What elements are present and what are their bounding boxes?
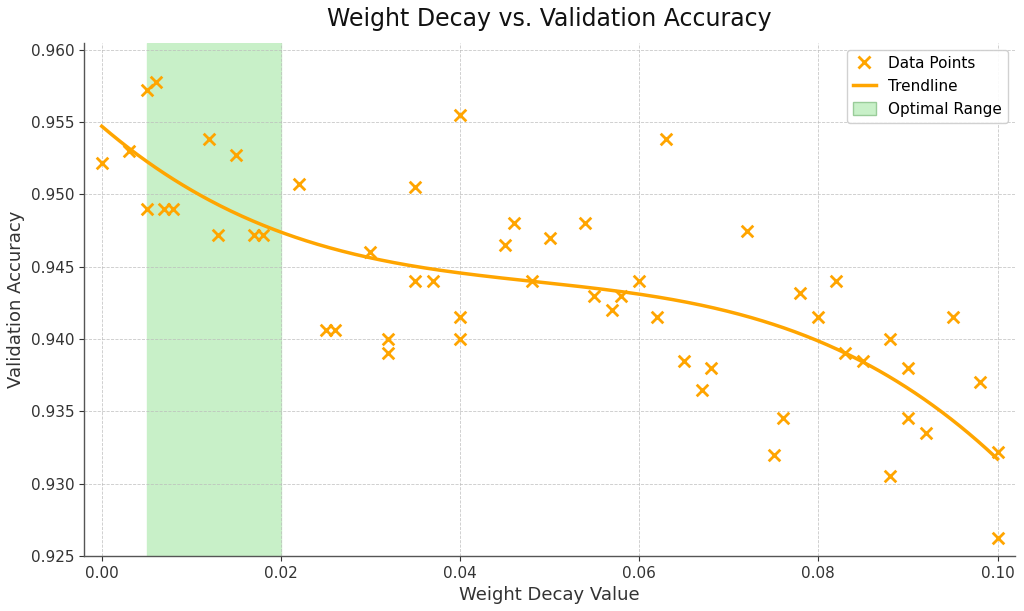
Trendline — [829, 345, 842, 353]
Line: Trendline: Trendline — [101, 126, 997, 459]
Data Points — [972, 378, 988, 387]
Data Points — [138, 86, 155, 95]
Data Points — [918, 428, 934, 438]
Data Points — [900, 363, 916, 373]
Data Points — [408, 182, 424, 192]
Trendline — [970, 436, 982, 443]
Data Points — [793, 288, 809, 298]
Data Points — [676, 356, 692, 365]
Data Points — [380, 334, 396, 344]
Trendline — [581, 284, 593, 291]
Data Points — [327, 326, 343, 335]
Data Points — [425, 276, 441, 286]
Trendline — [991, 455, 1004, 463]
Data Points — [989, 533, 1006, 543]
Data Points — [93, 158, 110, 167]
Data Points — [657, 134, 674, 144]
Bar — [146, 43, 281, 556]
Trendline — [95, 123, 108, 130]
Data Points — [291, 180, 307, 189]
Data Points — [738, 225, 755, 235]
Data Points — [523, 276, 540, 286]
Data Points — [210, 230, 226, 240]
Data Points — [604, 305, 621, 315]
Data Points — [900, 414, 916, 423]
Data Points — [408, 276, 424, 286]
Data Points — [944, 312, 961, 322]
Data Points — [613, 291, 630, 301]
Trendline — [521, 277, 534, 285]
Trendline — [526, 277, 539, 285]
Data Points — [165, 204, 181, 214]
Data Points — [317, 326, 334, 335]
Data Points — [810, 312, 826, 322]
Data Points — [147, 77, 164, 87]
Legend: Data Points, Trendline, Optimal Range: Data Points, Trendline, Optimal Range — [847, 50, 1008, 123]
Data Points — [201, 134, 217, 144]
Data Points — [138, 204, 155, 214]
Data Points — [882, 471, 898, 481]
Data Points — [774, 414, 791, 423]
Data Points — [228, 150, 245, 160]
Data Points — [837, 348, 853, 358]
Data Points — [631, 276, 647, 286]
Data Points — [497, 240, 513, 250]
Title: Weight Decay vs. Validation Accuracy: Weight Decay vs. Validation Accuracy — [328, 7, 772, 31]
Data Points — [989, 447, 1006, 456]
Data Points — [452, 110, 468, 120]
Data Points — [246, 230, 262, 240]
Data Points — [855, 356, 871, 365]
Data Points — [121, 146, 137, 156]
Data Points — [157, 204, 173, 214]
Data Points — [693, 385, 710, 395]
Data Points — [828, 276, 845, 286]
Data Points — [452, 334, 468, 344]
Data Points — [649, 312, 666, 322]
Data Points — [255, 230, 271, 240]
Data Points — [587, 291, 603, 301]
Data Points — [506, 218, 522, 228]
Data Points — [578, 218, 594, 228]
Data Points — [380, 348, 396, 358]
Trendline — [629, 290, 641, 297]
Data Points — [702, 363, 719, 373]
Data Points — [362, 247, 379, 257]
Data Points — [765, 450, 781, 459]
Y-axis label: Validation Accuracy: Validation Accuracy — [7, 211, 25, 388]
Data Points — [542, 233, 558, 243]
Data Points — [882, 334, 898, 344]
X-axis label: Weight Decay Value: Weight Decay Value — [460, 586, 640, 604]
Data Points — [452, 312, 468, 322]
